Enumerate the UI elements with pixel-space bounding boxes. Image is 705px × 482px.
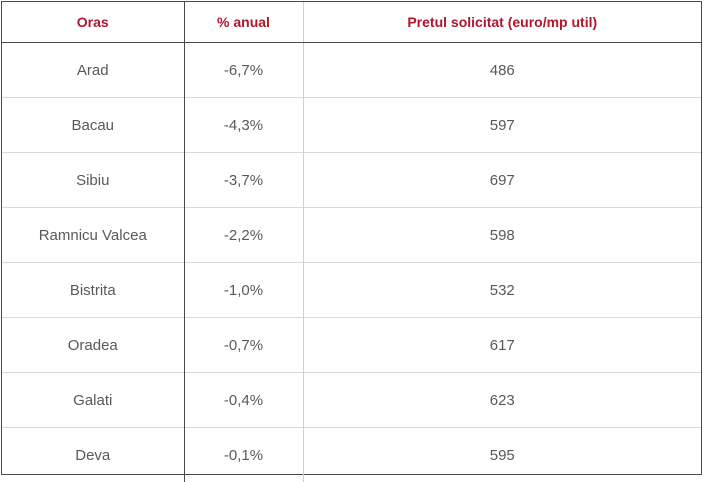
table-header-row: Oras % anual Pretul solicitat (euro/mp u… [2,2,701,43]
cell-annual-change: -0,1% [184,428,303,482]
cell-annual-change: -4,3% [184,98,303,153]
cell-city: Bacau [2,98,184,153]
header-annual-change: % anual [184,2,303,43]
table-row: Deva -0,1% 595 [2,428,701,482]
header-asking-price: Pretul solicitat (euro/mp util) [303,2,701,43]
cell-asking-price: 598 [303,208,701,263]
cell-asking-price: 623 [303,373,701,428]
cell-annual-change: -0,7% [184,318,303,373]
table-row: Bistrita -1,0% 532 [2,263,701,318]
cell-asking-price: 617 [303,318,701,373]
cell-annual-change: -1,0% [184,263,303,318]
cell-asking-price: 697 [303,153,701,208]
cell-city: Galati [2,373,184,428]
cell-annual-change: -3,7% [184,153,303,208]
cell-city: Bistrita [2,263,184,318]
cell-annual-change: -2,2% [184,208,303,263]
cell-asking-price: 486 [303,43,701,98]
cell-annual-change: -6,7% [184,43,303,98]
cell-city: Ramnicu Valcea [2,208,184,263]
table-row: Sibiu -3,7% 697 [2,153,701,208]
header-city: Oras [2,2,184,43]
cell-city: Sibiu [2,153,184,208]
cell-asking-price: 532 [303,263,701,318]
price-table-container: Oras % anual Pretul solicitat (euro/mp u… [1,1,702,475]
table-row: Galati -0,4% 623 [2,373,701,428]
cell-city: Arad [2,43,184,98]
table-row: Oradea -0,7% 617 [2,318,701,373]
cell-city: Deva [2,428,184,482]
cell-asking-price: 597 [303,98,701,153]
cell-city: Oradea [2,318,184,373]
table-row: Arad -6,7% 486 [2,43,701,98]
cell-asking-price: 595 [303,428,701,482]
table-row: Bacau -4,3% 597 [2,98,701,153]
cell-annual-change: -0,4% [184,373,303,428]
table-row: Ramnicu Valcea -2,2% 598 [2,208,701,263]
